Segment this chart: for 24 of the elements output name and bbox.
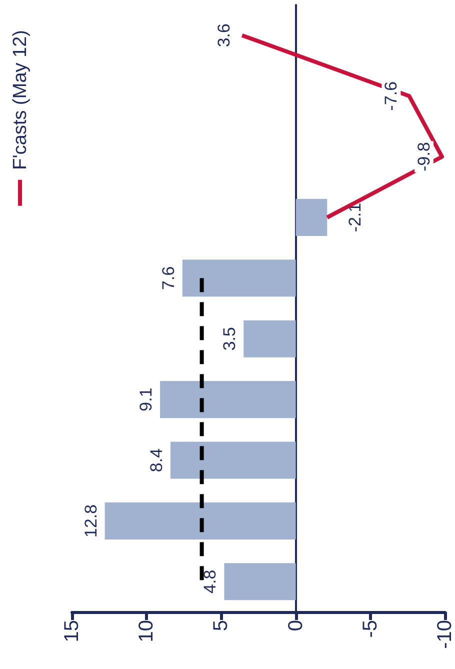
data-label: 7.6: [158, 266, 178, 290]
x-tick-label: 15: [61, 620, 83, 642]
data-label: -9.8: [414, 142, 434, 172]
bar: [170, 442, 296, 479]
bar: [160, 381, 296, 418]
bar: [182, 260, 296, 297]
data-label: 4.8: [200, 570, 220, 594]
data-label: 3.6: [214, 24, 234, 48]
x-tick-label: -5: [359, 620, 382, 638]
bar: [224, 563, 296, 600]
bar: [104, 502, 296, 540]
x-tick-label: -10: [434, 620, 455, 649]
x-tick-label: 10: [136, 620, 158, 642]
text: F'casts (May 12): [10, 30, 31, 170]
x-tick-label: 5: [210, 620, 232, 632]
data-label: 3.5: [220, 327, 240, 351]
data-label: 9.1: [136, 388, 156, 412]
bar: [296, 198, 328, 236]
data-label: -2.1: [346, 202, 365, 232]
data-label: 12.8: [81, 504, 100, 538]
data-label: 8.4: [146, 448, 166, 472]
data-label: -7.6: [382, 81, 401, 111]
bar: [244, 320, 296, 358]
x-tick-label: 0: [284, 620, 307, 632]
